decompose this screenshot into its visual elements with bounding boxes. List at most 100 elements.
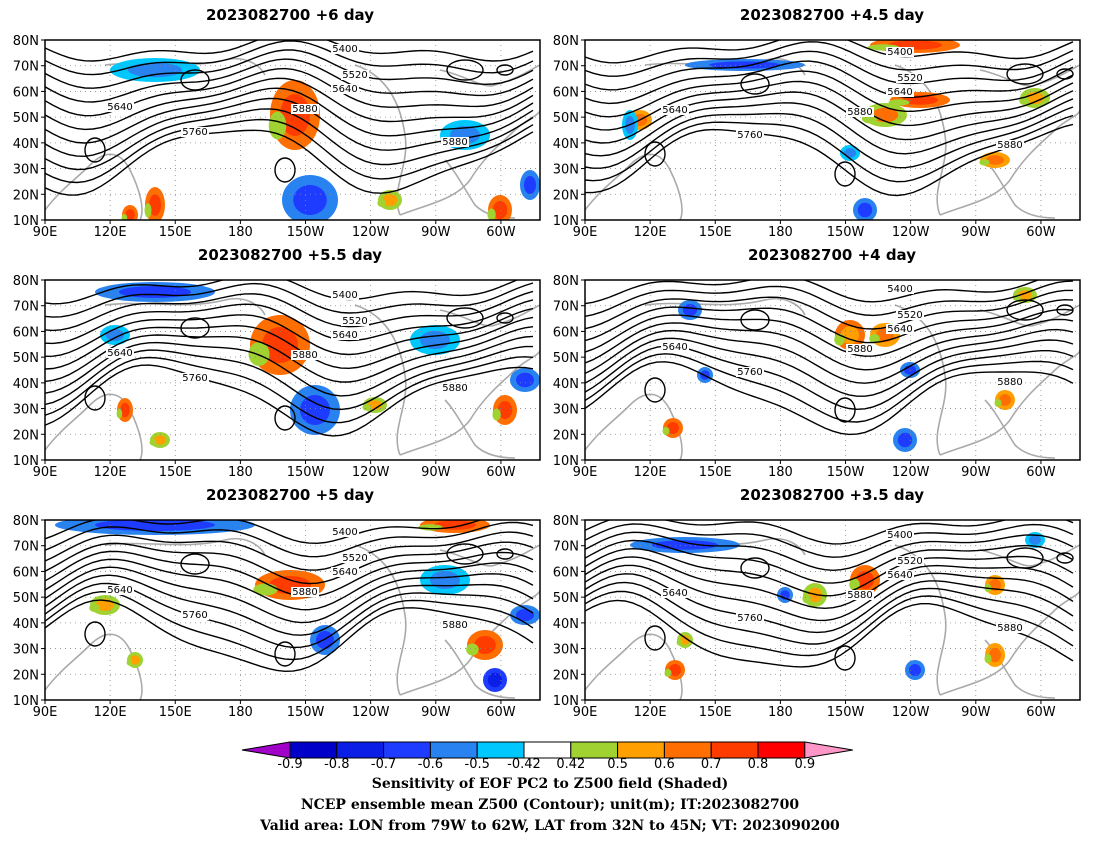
lat-tick-label: 80N [553,514,579,529]
colorbar-extend-low [241,741,291,759]
coastlines [585,297,1080,460]
lat-tick-label: 30N [553,643,579,658]
lat-tick-label: 70N [13,60,39,75]
colorbar-segment [336,741,385,759]
contour-label: 5880 [997,377,1022,388]
lon-tick-label: 180 [228,465,253,480]
lon-tick-label: 150W [287,465,325,480]
lon-tick-label: 90E [573,465,598,480]
map-frame [584,279,1081,461]
contour-label: 5760 [182,127,207,138]
z500-contours [585,280,1074,436]
lon-tick-label: 150W [827,225,865,240]
lon-tick-label: 180 [228,705,253,720]
grid-lines [585,520,1080,700]
lon-tick-label: 180 [768,705,793,720]
lat-tick-label: 60N [13,85,39,100]
contour-label: 5520 [342,316,367,327]
contour-label: 5880 [442,383,467,394]
lon-tick-label: 180 [768,465,793,480]
colorbar-tick-label: 0.6 [654,757,675,772]
contour-label: 5520 [342,553,367,564]
panel-title-6: 2023082700 +3.5 day [739,486,925,504]
lat-tick-label: 70N [553,60,579,75]
lat-tick-label: 10N [553,214,579,229]
contour-label: 5880 [292,104,317,115]
colorbar-segment [617,741,665,759]
lon-tick-label: 180 [768,225,793,240]
colorbar-segment [757,741,806,759]
contour-label: 5880 [442,137,467,148]
grid-lines [45,40,540,220]
map-panel-2: 5400 5520 5640 5640 5760 5880 5880 80N 70N 60N 50N… [553,34,1081,240]
contour-label: 5400 [332,44,357,55]
lat-tick-label: 60N [13,325,39,340]
contour-label: 5400 [887,284,912,295]
lat-tick-label: 20N [553,188,579,203]
lon-tick-label: 90E [33,465,58,480]
map-frame [44,519,541,701]
lat-tick-label: 50N [13,591,39,606]
lon-tick-label: 150E [159,705,192,720]
lon-tick-label: 120E [94,705,127,720]
map-panel-5: 5400 5520 5640 5640 5760 5880 5880 80N 70N 60N 50N… [13,514,541,720]
colorbar-segment [570,741,619,759]
lon-tick-label: 90E [33,225,58,240]
panel-title-5: 2023082700 +5 day [206,486,374,504]
lat-tick-label: 40N [13,617,39,632]
contour-label: 5640 [332,84,357,95]
contour-label: 5880 [847,344,872,355]
lat-tick-label: 60N [13,565,39,580]
lon-tick-label: 150E [159,225,192,240]
colorbar [241,741,853,759]
lat-tick-label: 70N [553,540,579,555]
lon-tick-label: 150W [287,225,325,240]
lat-tick-label: 10N [553,694,579,709]
lon-tick-label: 90E [573,705,598,720]
contour-label: 5400 [332,290,357,301]
contour-label: 5640 [887,570,912,581]
lon-tick-label: 120W [892,225,930,240]
lon-tick-label: 120E [94,225,127,240]
contour-label: 5520 [897,310,922,321]
lon-tick-label: 90E [33,705,58,720]
lat-tick-label: 70N [13,300,39,315]
lat-tick-label: 60N [553,325,579,340]
lon-tick-label: 120E [94,465,127,480]
contour-label: 5520 [897,73,922,84]
z500-contours [585,40,1074,197]
lat-tick-label: 20N [553,428,579,443]
lat-tick-label: 30N [553,163,579,178]
contour-label: 5880 [442,620,467,631]
contour-label: 5400 [887,47,912,58]
contour-labels: 5400 5520 5640 5640 5760 5880 5880 [106,527,469,631]
contour-label: 5640 [662,342,687,353]
contour-label: 5880 [997,623,1022,634]
lat-tick-label: 50N [13,351,39,366]
contour-labels: 5400 5520 5640 5640 5760 5880 5880 [661,47,1024,151]
colorbar-tick-label: -0.8 [324,757,350,772]
lat-tick-label: 80N [13,34,39,49]
lon-tick-label: 90W [421,225,451,240]
contour-labels: 5400 5520 5640 5640 5760 5880 5880 [661,530,1024,634]
lat-tick-label: 80N [13,274,39,289]
lon-tick-label: 60W [1026,705,1056,720]
contour-label: 5880 [292,587,317,598]
caption-line-3: Valid area: LON from 79W to 62W, LAT fro… [260,818,840,834]
lat-tick-label: 20N [13,188,39,203]
lon-tick-label: 120W [352,465,390,480]
lat-tick-label: 70N [13,540,39,555]
lat-tick-label: 10N [13,214,39,229]
contour-label: 5640 [107,585,132,596]
lat-tick-label: 30N [13,403,39,418]
lon-tick-label: 150E [699,705,732,720]
lon-tick-label: 150W [827,705,865,720]
contour-label: 5400 [887,530,912,541]
lon-tick-label: 120W [352,225,390,240]
contour-label: 5640 [662,588,687,599]
colorbar-segment [383,741,431,759]
colorbar-tick-label: -0.9 [277,757,303,772]
